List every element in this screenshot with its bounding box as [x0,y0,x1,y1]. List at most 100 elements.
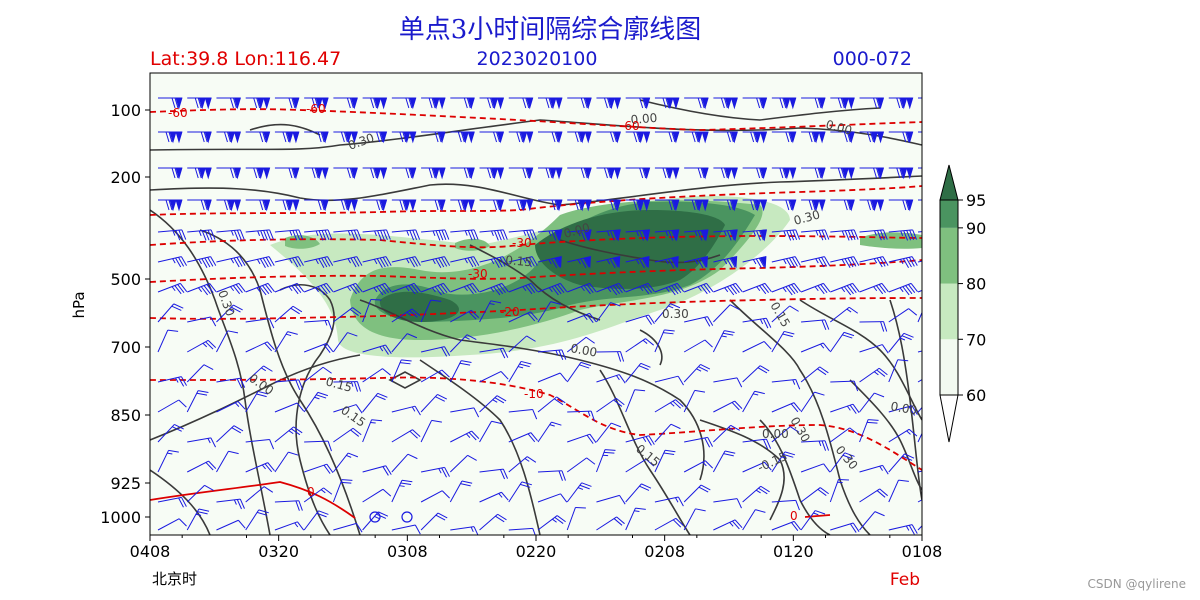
wind-barb [859,97,885,110]
wind-barb [362,282,392,296]
x-axis-label: 北京时 [152,570,197,588]
wind-barb [450,256,480,268]
omega-contour [559,239,721,264]
wind-barb [684,229,709,242]
omega-contour [150,209,271,535]
wind-barb [537,421,562,443]
wind-barb [186,508,210,531]
wind-barb [742,438,772,450]
wind-barb [596,229,621,242]
x-tick-label: 0408 [130,542,171,561]
wind-barb [333,97,358,110]
wind-barb [362,344,392,355]
wind-barb [917,420,922,443]
wind-barb [917,299,922,323]
wind-barb [420,512,448,531]
wind-barb [479,420,502,443]
wind-barb [654,496,684,507]
omega-contour [150,469,211,535]
wind-barb [216,167,241,180]
wind-barb [537,229,563,242]
wind-barb [333,229,362,241]
wind-barb [654,131,680,144]
wind-barb [303,463,334,474]
wind-barb [566,457,596,473]
wind-barb [303,487,333,503]
wind-barb [362,368,391,383]
wind-barb [157,423,184,443]
wind-barb [801,131,826,144]
wind-barb [654,423,681,443]
colorbar-segment [940,200,958,228]
wind-barb [187,437,217,448]
colorbar-tick-label: 95 [966,191,986,210]
wind-barb [304,440,332,452]
wind-barb [479,371,509,383]
wind-barb [888,256,918,268]
wind-barb [245,462,275,473]
wind-barb [333,307,362,323]
wind-barb [830,256,860,268]
wind-barb [683,282,714,295]
wind-barb [479,491,509,503]
wind-barb [420,393,448,413]
wind-barb [742,131,768,144]
temperature-contour-label: 0 [307,485,315,499]
wind-barb [537,493,568,503]
wind-barb [538,131,563,144]
wind-barb [771,402,801,413]
wind-barb [333,404,363,414]
wind-barb [859,199,885,212]
wind-barb [654,282,685,296]
wind-barb [245,229,274,241]
wind-barb [187,316,217,327]
y-axis-label: hPa [70,291,88,318]
omega-contour-label: 0.15 [505,253,533,269]
wind-barb [567,282,597,295]
wind-barb [771,520,802,532]
wind-barb [420,490,450,503]
wind-barb [859,344,889,354]
wind-barb [712,450,736,473]
temperature-contour-label: -10 [524,387,544,401]
wind-barb [157,229,187,241]
wind-barb [829,306,859,323]
wind-barb [801,97,826,110]
wind-barb [830,282,860,296]
wind-barb [420,299,442,323]
wind-barb [274,131,300,144]
wind-barb [391,131,417,144]
wind-barb [479,199,505,212]
wind-barb [332,452,359,473]
y-axis: 100 200 500 700 850 925 1000 [100,101,150,527]
wind-barb [332,479,353,503]
wind-barb [683,484,711,503]
wind-barb [830,167,855,180]
wind-barb [391,524,421,535]
wind-barb [362,511,389,531]
wind-barb [420,369,450,383]
calm-wind-marker [369,511,381,523]
omega-contour [729,299,871,535]
wind-barb [479,347,509,359]
wind-barb [186,364,214,383]
wind-barb [449,480,473,503]
wind-barb [742,341,772,353]
wind-barb [479,131,505,144]
colorbar-tick-label: 80 [966,275,986,294]
wind-barb [157,256,187,268]
wind-barb [303,282,334,296]
wind-barb [654,303,681,323]
wind-barb [216,256,246,268]
humidity-fill-95 [379,291,459,322]
wind-barb [303,366,332,383]
x-tick-label: 0308 [387,542,428,561]
wind-barb [216,377,246,389]
y-tick-label: 700 [110,338,141,357]
wind-barb [420,282,451,296]
wind-barb [362,256,392,268]
wind-barb [450,199,475,212]
wind-barb [421,167,446,180]
colorbar-tick-label: 70 [966,330,986,349]
wind-barb [274,500,303,511]
